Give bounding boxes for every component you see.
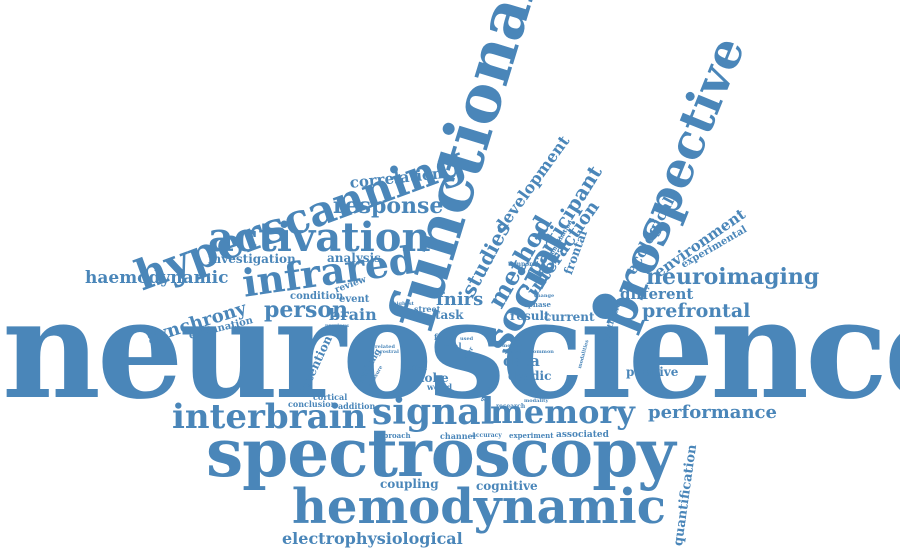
word-associated: associated xyxy=(556,430,609,440)
word-neuroscience: neuroscience xyxy=(2,270,900,430)
word-temporal: temporal xyxy=(508,261,539,268)
word-dyadic: dyadic xyxy=(508,369,552,383)
word-response: response xyxy=(333,193,444,219)
word-cognitive: cognitive xyxy=(476,479,538,493)
word-neuroimaging: neuroimaging xyxy=(646,264,820,290)
word-conclusion: conclusion xyxy=(288,399,337,409)
word-effect: effect xyxy=(408,365,427,372)
word-data: data xyxy=(503,352,540,370)
word-mental: mental xyxy=(502,343,522,349)
word-used: used xyxy=(460,336,474,342)
word-addition: addition xyxy=(338,401,376,411)
word-event: event xyxy=(339,294,370,305)
word-approach: approach xyxy=(374,431,411,440)
word-modality: modality xyxy=(524,398,549,404)
word-channel: channel xyxy=(440,431,476,441)
word-interbrain: interbrain xyxy=(172,397,367,437)
word-cortical: cortical xyxy=(313,392,348,402)
word-analysis: analysis xyxy=(327,251,381,265)
word-task: task xyxy=(435,308,464,322)
word-quantification: quantification xyxy=(671,443,701,547)
word-electrophysiological: electrophysiological xyxy=(282,529,463,548)
word-previous: previous xyxy=(325,323,349,329)
word-related: related xyxy=(375,344,395,350)
word-memory: memory xyxy=(490,393,635,431)
word-result: result xyxy=(510,309,550,323)
word-common: common xyxy=(530,349,554,355)
word-region: region xyxy=(504,337,523,343)
word-lobe: lobe xyxy=(420,371,449,385)
word-prefrontal: prefrontal xyxy=(642,300,751,322)
word-spectroscopy: spectroscopy xyxy=(206,414,676,492)
word-person: person xyxy=(264,297,349,323)
word-experiment: experiment xyxy=(509,431,554,440)
word-signal: signal xyxy=(372,391,495,433)
word-real: real xyxy=(444,341,462,351)
word-coupling: coupling xyxy=(380,477,439,491)
word-condition: condition xyxy=(290,291,344,302)
word-fnirs: fnirs xyxy=(436,289,484,310)
word-activation: activation xyxy=(208,214,431,261)
word-hemodynamic: hemodynamic xyxy=(292,479,666,535)
word-investigation: investigation xyxy=(208,252,296,266)
word-different: different xyxy=(620,285,694,303)
word-false: false xyxy=(434,332,456,342)
word-positive: positive xyxy=(626,365,679,379)
word-performance: performance xyxy=(648,402,777,423)
word-world: world xyxy=(427,382,453,392)
word-brain: brain xyxy=(329,305,377,324)
word-research: research xyxy=(496,403,526,410)
word-rostral: rostral xyxy=(380,349,399,355)
word-phase: phase xyxy=(528,300,551,309)
word-street: street xyxy=(414,304,441,314)
word-change: change xyxy=(534,293,555,299)
word-spatial: spatial xyxy=(502,349,521,355)
word-accuracy: accuracy xyxy=(472,432,502,439)
word-current: current xyxy=(544,310,595,324)
word-highest: highest xyxy=(393,301,414,307)
word-haemodynamic: haemodynamic xyxy=(85,268,229,288)
